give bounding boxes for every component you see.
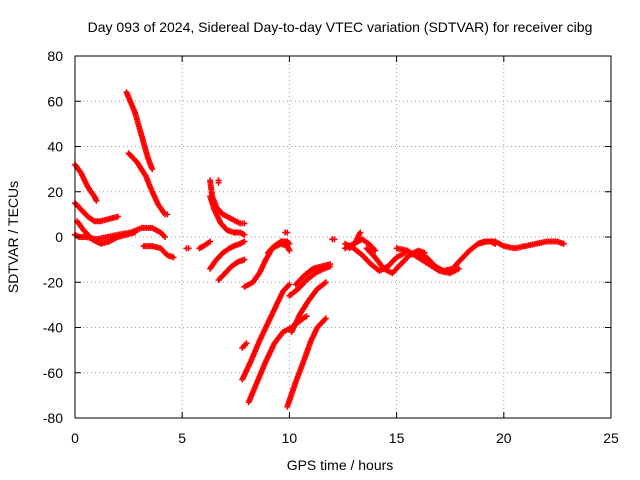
series-arc-32 bbox=[451, 238, 567, 270]
grid-lines bbox=[75, 56, 611, 418]
series-arc-33 bbox=[475, 238, 499, 247]
y-tick-label: 20 bbox=[47, 184, 63, 200]
series-arc-17 bbox=[239, 340, 250, 351]
x-tick-label: 25 bbox=[603, 430, 619, 446]
data-point bbox=[215, 179, 222, 186]
data-point bbox=[149, 166, 156, 173]
series-arc-8 bbox=[183, 245, 192, 252]
series-arc-16 bbox=[265, 238, 293, 256]
data-point bbox=[241, 231, 248, 238]
y-tick-label: -20 bbox=[43, 274, 63, 290]
series-arc-20 bbox=[282, 229, 291, 236]
data-point bbox=[285, 239, 292, 246]
x-tick-label: 5 bbox=[178, 430, 186, 446]
y-axis-label: SDTVAR / TECUs bbox=[5, 181, 21, 293]
data-marks bbox=[72, 89, 567, 410]
data-point bbox=[560, 240, 567, 247]
y-tick-label: 40 bbox=[47, 139, 63, 155]
series-arc-5 bbox=[123, 89, 156, 173]
data-point bbox=[455, 265, 462, 272]
series-arc-15 bbox=[241, 240, 293, 290]
x-tick-label: 0 bbox=[71, 430, 79, 446]
series-arc-25 bbox=[329, 236, 338, 243]
axis-ticks: 0 5 10 15 20 25 80 60 40 20 0 -20 -40 -60 -80 bbox=[43, 48, 619, 446]
y-tick-label: -60 bbox=[43, 365, 63, 381]
data-point bbox=[284, 229, 291, 236]
data-point bbox=[286, 281, 293, 288]
data-point bbox=[162, 234, 168, 240]
x-tick-label: 10 bbox=[282, 430, 298, 446]
data-point bbox=[170, 254, 177, 261]
y-tick-label: 0 bbox=[55, 229, 63, 245]
series-arc-6 bbox=[125, 150, 171, 218]
data-point bbox=[322, 315, 329, 322]
series-arc-31 bbox=[406, 249, 456, 274]
y-tick-label: 80 bbox=[47, 48, 63, 64]
series-arc-10 bbox=[207, 177, 248, 227]
y-tick-label: -40 bbox=[43, 320, 63, 336]
data-point bbox=[286, 247, 293, 254]
data-point bbox=[372, 247, 379, 254]
data-point bbox=[303, 313, 310, 320]
data-point bbox=[243, 340, 250, 347]
series-arc-13 bbox=[207, 238, 248, 272]
series-arc-9 bbox=[196, 238, 214, 252]
data-point bbox=[492, 240, 499, 247]
data-point bbox=[207, 238, 214, 245]
data-point bbox=[164, 211, 171, 218]
x-tick-label: 15 bbox=[389, 430, 405, 446]
chart-title: Day 093 of 2024, Sidereal Day-to-day VTE… bbox=[88, 19, 593, 35]
data-point bbox=[286, 240, 293, 247]
data-point bbox=[357, 229, 364, 236]
data-point bbox=[93, 197, 100, 204]
series-arc-2 bbox=[72, 200, 121, 225]
data-point bbox=[241, 256, 248, 263]
y-tick-label: 60 bbox=[47, 93, 63, 109]
series-arc-28 bbox=[346, 229, 364, 252]
data-point bbox=[331, 236, 338, 243]
series-arc-14 bbox=[215, 256, 248, 283]
series-arc-7 bbox=[140, 243, 177, 261]
data-point bbox=[114, 213, 121, 220]
data-point bbox=[241, 220, 248, 227]
data-point bbox=[327, 261, 334, 268]
data-point bbox=[241, 238, 248, 245]
x-axis-label: GPS time / hours bbox=[287, 457, 394, 473]
series-arc-21 bbox=[284, 315, 329, 410]
data-point bbox=[185, 245, 192, 252]
series-arc-1 bbox=[72, 161, 100, 204]
series-arc-22 bbox=[288, 279, 329, 335]
x-tick-label: 20 bbox=[496, 430, 512, 446]
series-arc-24 bbox=[292, 261, 334, 288]
series-arc-18 bbox=[239, 281, 293, 383]
data-point bbox=[322, 279, 329, 286]
series-arc-11 bbox=[207, 193, 248, 238]
series-arc-12 bbox=[215, 177, 222, 186]
y-tick-label: -80 bbox=[43, 410, 63, 426]
